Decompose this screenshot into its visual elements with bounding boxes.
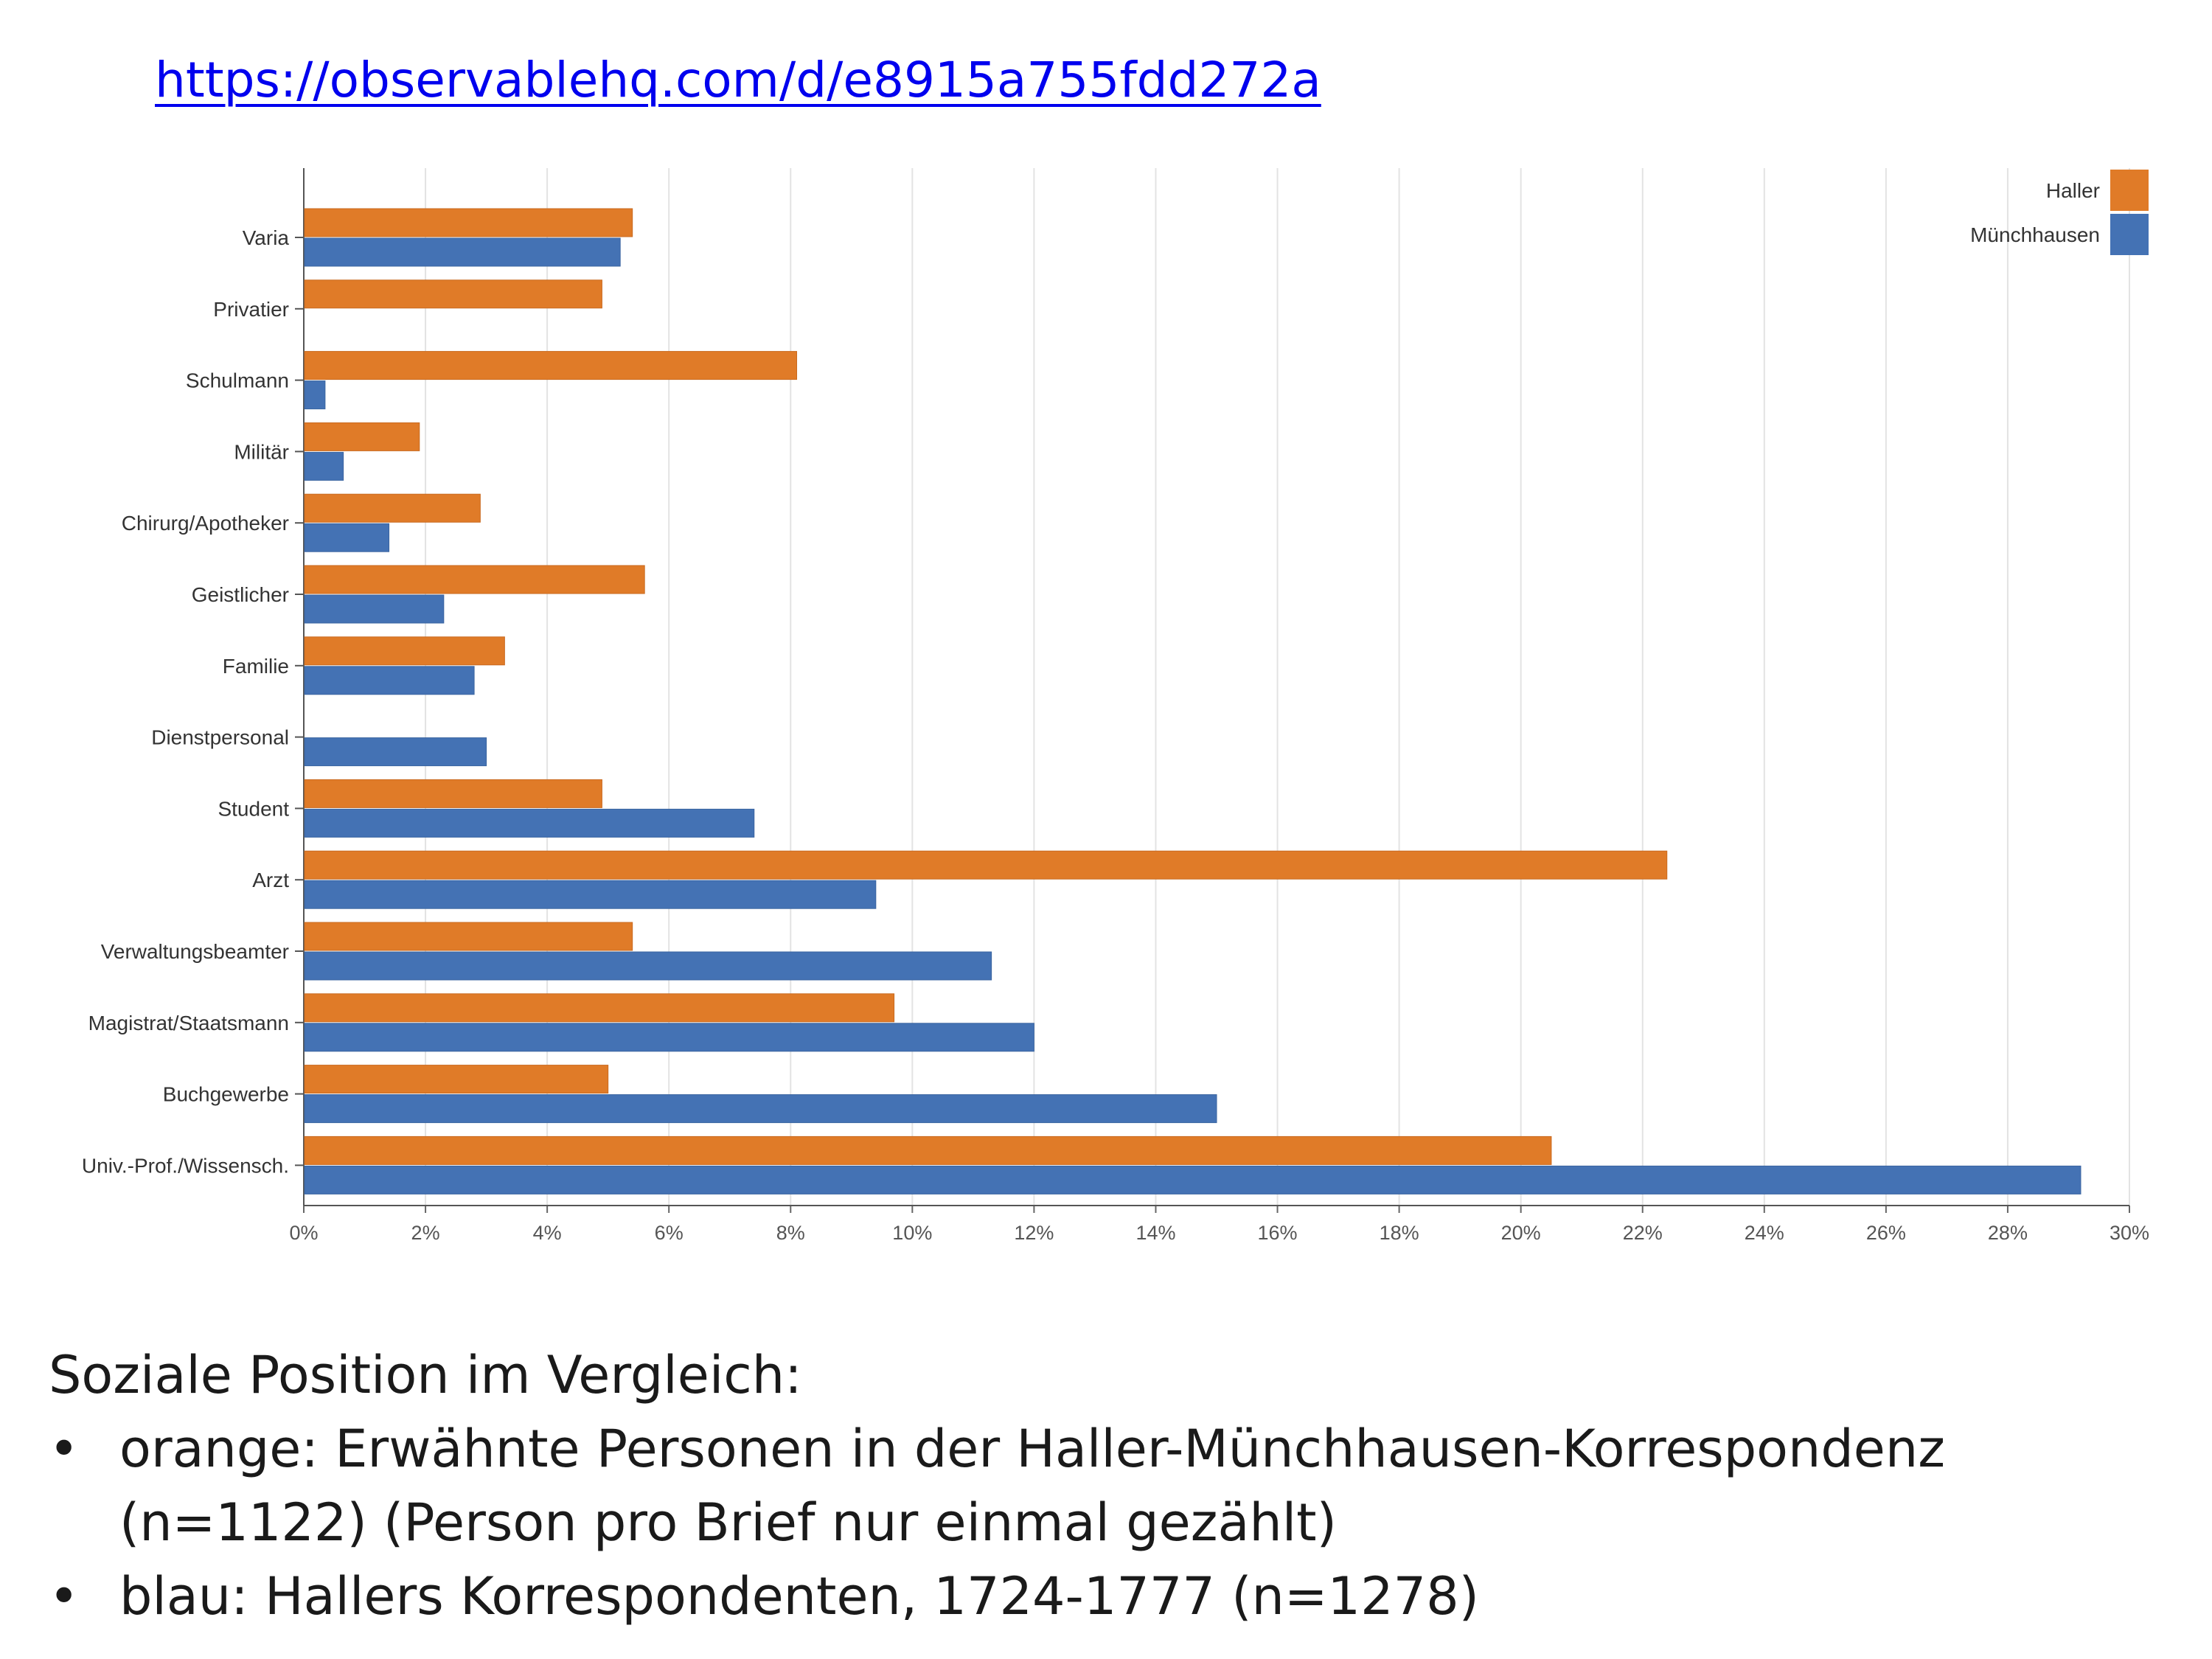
category-label: Privatier (213, 298, 289, 321)
bar-muenchhausen (304, 523, 390, 552)
x-tick-label: 10% (892, 1222, 932, 1244)
bar-haller (304, 993, 895, 1023)
x-tick-label: 8% (776, 1222, 805, 1244)
bar-haller (304, 779, 602, 808)
category-label: Univ.-Prof./Wissensch. (82, 1154, 289, 1177)
legend-swatch (2110, 170, 2149, 211)
legend-swatch (2110, 214, 2149, 255)
x-tick-label: 4% (533, 1222, 562, 1244)
bar-haller (304, 1065, 609, 1094)
bar-muenchhausen (304, 1094, 1217, 1124)
bullet-icon: • (49, 1566, 80, 1627)
category-label: Varia (243, 226, 290, 249)
category-label: Chirurg/Apotheker (122, 512, 289, 535)
caption-text: blau: Hallers Korrespondenten, 1724-1777… (119, 1566, 1479, 1627)
bar-muenchhausen (304, 808, 755, 838)
legend-label: Münchhausen (1970, 223, 2100, 246)
x-tick-label: 12% (1014, 1222, 1054, 1244)
caption-title: Soziale Position im Vergleich: (49, 1345, 802, 1405)
bar-muenchhausen (304, 951, 992, 981)
bar-muenchhausen (304, 1023, 1034, 1052)
legend-label: Haller (2046, 179, 2100, 202)
bar-haller (304, 850, 1668, 880)
bar-haller (304, 636, 505, 666)
bar-haller (304, 279, 602, 309)
bar-haller (304, 351, 798, 380)
x-tick-label: 22% (1623, 1222, 1663, 1244)
x-tick-label: 0% (289, 1222, 318, 1244)
bar-haller (304, 1135, 1552, 1165)
category-label: Magistrat/Staatsmann (88, 1012, 289, 1034)
bar-muenchhausen (304, 737, 487, 767)
x-tick-label: 2% (411, 1222, 440, 1244)
x-tick-label: 14% (1135, 1222, 1175, 1244)
bar-chart: 0% 2% 4% 6% 8% 10% 12% 14% 16% 18% 20% 22% 24% 26% 28%… (82, 168, 2149, 1244)
bar-muenchhausen (304, 880, 877, 909)
bar-haller (304, 493, 481, 523)
bar-muenchhausen (304, 1165, 2081, 1194)
caption: Soziale Position im Vergleich: • orange:… (49, 1338, 2187, 1633)
caption-item-blue: • blau: Hallers Korrespondenten, 1724-17… (49, 1559, 2187, 1633)
category-label: Student (218, 797, 289, 820)
bar-haller (304, 208, 633, 237)
caption-item-orange: • orange: Erwähnte Personen in der Halle… (49, 1412, 2187, 1559)
caption-keyword: orange: (119, 1419, 319, 1479)
x-tick-label: 16% (1258, 1222, 1298, 1244)
x-tick-label: 6% (655, 1222, 684, 1244)
category-label: Militär (234, 440, 289, 463)
x-tick-label: 18% (1380, 1222, 1419, 1244)
x-tick-label: 20% (1501, 1222, 1541, 1244)
bar-haller (304, 565, 645, 594)
x-tick-label: 30% (2110, 1222, 2149, 1244)
caption-text: Erwähnte Personen in der Haller-Münchhau… (119, 1419, 1945, 1553)
bar-muenchhausen (304, 380, 326, 410)
bar-haller (304, 922, 633, 951)
category-label: Schulmann (186, 369, 289, 392)
x-tick-label: 28% (1988, 1222, 2028, 1244)
bar-muenchhausen (304, 666, 475, 695)
notebook-link[interactable]: https://observablehq.com/d/e8915a755fdd2… (155, 52, 1321, 108)
category-label: Geistlicher (192, 583, 289, 606)
category-label: Verwaltungsbeamter (101, 940, 289, 963)
category-label: Familie (223, 655, 289, 678)
x-tick-label: 26% (1866, 1222, 1906, 1244)
x-tick-label: 24% (1745, 1222, 1784, 1244)
bar-muenchhausen (304, 237, 621, 267)
category-label: Buchgewerbe (163, 1083, 289, 1106)
bar-haller (304, 422, 420, 451)
bar-muenchhausen (304, 451, 344, 481)
bar-muenchhausen (304, 594, 445, 624)
category-label: Arzt (252, 869, 289, 891)
caption-list: • orange: Erwähnte Personen in der Halle… (49, 1412, 2187, 1633)
bullet-icon: • (49, 1419, 80, 1479)
category-label: Dienstpersonal (151, 726, 289, 749)
